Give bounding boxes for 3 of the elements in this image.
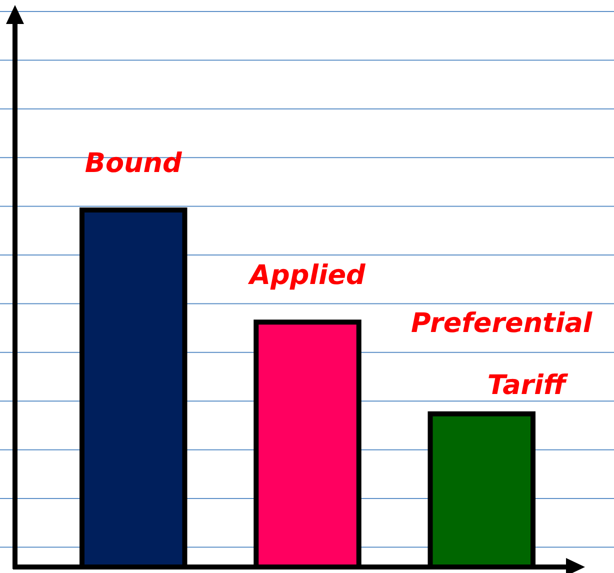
x-tick-label: Bound <box>84 148 182 179</box>
x-tick-label: Applied <box>248 260 366 292</box>
x-tick-label: Preferential Tariff <box>411 308 593 401</box>
